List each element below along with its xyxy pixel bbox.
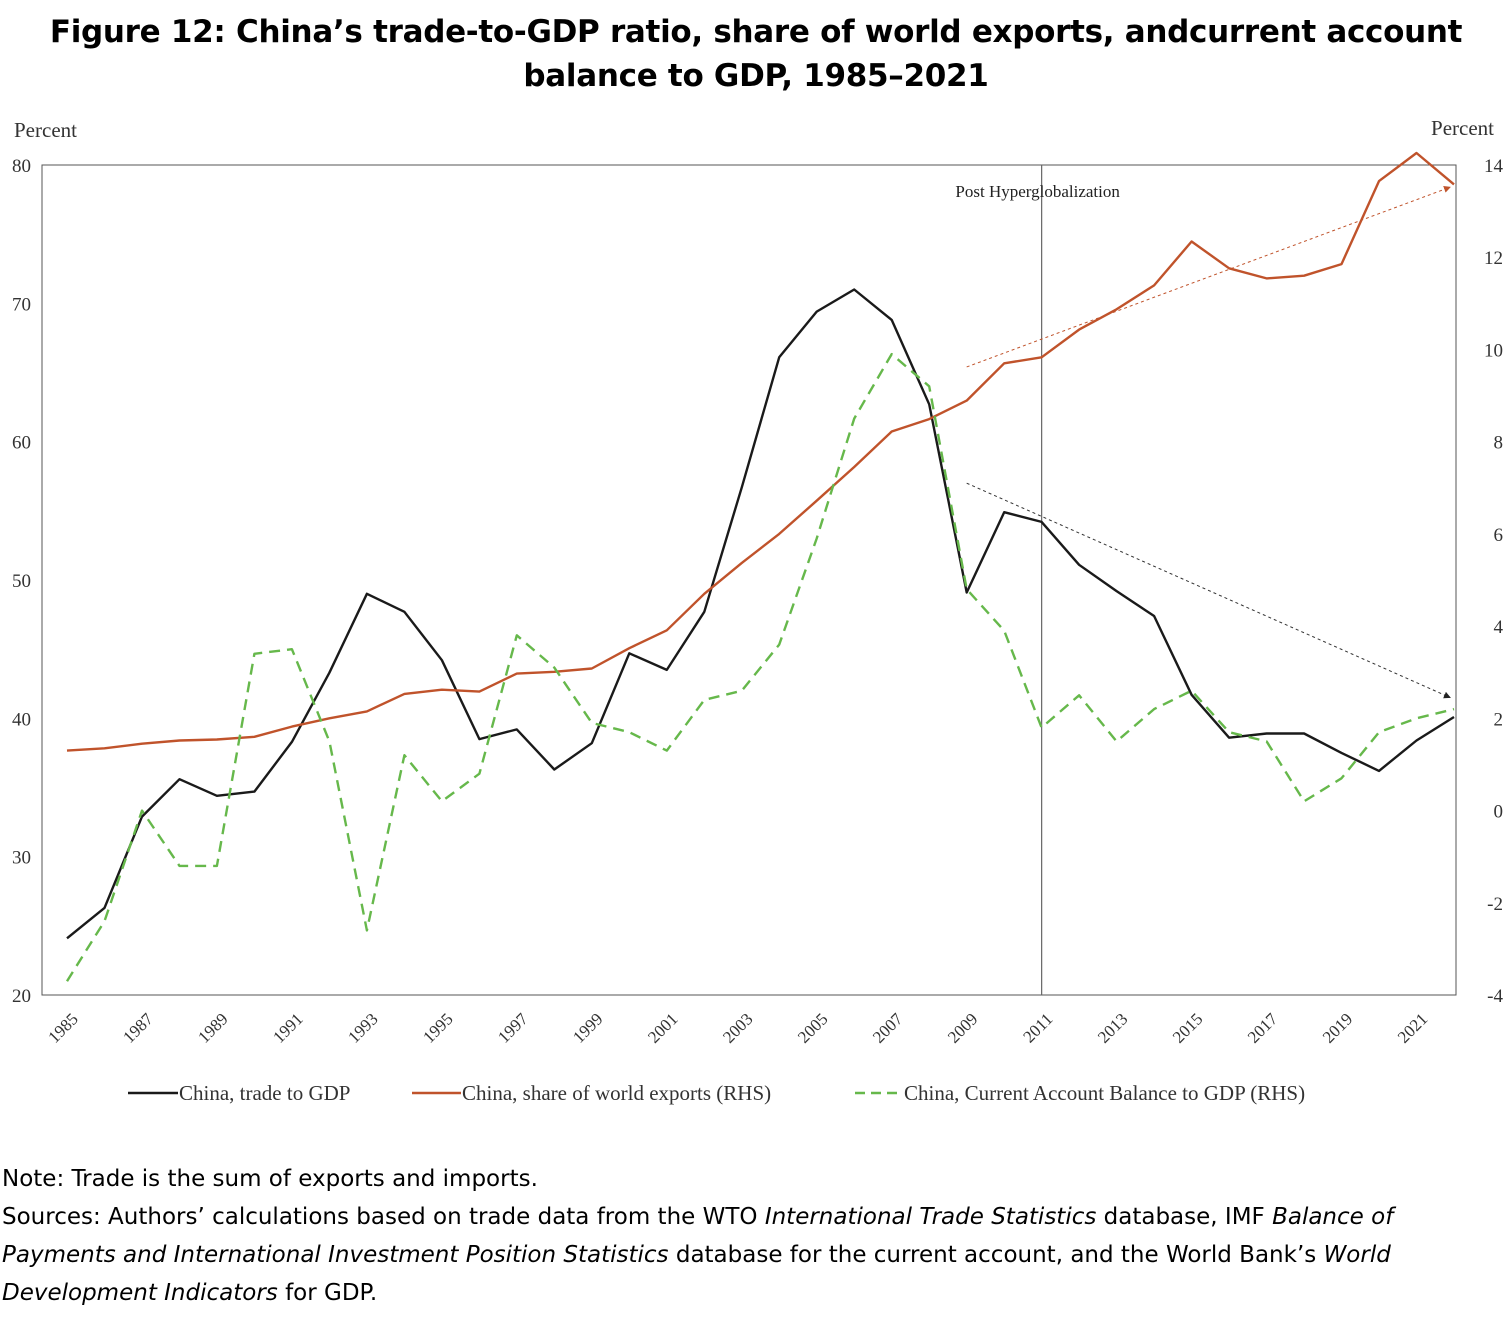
note-text: Note: Trade is the sum of exports and im… <box>2 1166 538 1192</box>
left-y-tick-label: 50 <box>12 571 31 592</box>
axes: 20 30 40 50 60 70 80 -4 -2 0 2 4 6 8 10 12 14 1985 1987 198… <box>12 156 1504 1047</box>
right-axis-label: Percent <box>1431 116 1494 140</box>
x-tick-label: 1991 <box>269 1009 306 1046</box>
line-chart: Percent Percent 20 30 40 50 60 70 80 -4 -2 0 2 4 6 8 1… <box>12 116 1504 1105</box>
x-tick-label: 1995 <box>419 1009 456 1046</box>
post-hyperglobalization-label: Post Hyperglobalization <box>955 182 1120 201</box>
legend-label-2: China, Current Account Balance to GDP (R… <box>904 1081 1305 1105</box>
left-y-tick-label: 20 <box>12 986 31 1007</box>
x-tick-label: 2011 <box>1019 1009 1056 1046</box>
sources-part: Sources: Authors’ calculations based on … <box>2 1204 765 1230</box>
sources-part: database for the current account, and th… <box>668 1242 1324 1268</box>
x-tick-label: 2009 <box>944 1009 981 1046</box>
left-y-tick-label: 70 <box>12 294 31 315</box>
x-tick-label: 1993 <box>344 1009 381 1046</box>
upward-trend-arrow <box>966 186 1451 368</box>
left-axis-label: Percent <box>14 118 77 142</box>
left-y-tick-label: 40 <box>12 709 31 730</box>
x-tick-label: 2015 <box>1169 1009 1206 1046</box>
x-tick-label: 2017 <box>1244 1009 1282 1047</box>
right-y-tick-label: 2 <box>1494 709 1504 730</box>
x-tick-label: 1985 <box>44 1009 81 1046</box>
sources-part: database, IMF <box>1096 1204 1273 1230</box>
x-tick-label: 1997 <box>494 1009 532 1047</box>
x-tick-label: 1987 <box>119 1009 157 1047</box>
annotations: Post Hyperglobalization <box>955 165 1451 995</box>
sources-text: Sources: Authors’ calculations based on … <box>2 1198 1502 1312</box>
legend-label-1: China, share of world exports (RHS) <box>462 1081 771 1105</box>
plot-area <box>41 164 1457 996</box>
series-line-2 <box>65 352 1455 982</box>
right-y-tick-label: 12 <box>1484 248 1503 269</box>
sources-part: for GDP. <box>277 1280 378 1306</box>
x-tick-label: 2021 <box>1394 1009 1431 1046</box>
x-tick-label: 2013 <box>1094 1009 1131 1046</box>
right-y-tick-label: 8 <box>1494 433 1504 454</box>
downward-trend-arrow <box>966 482 1451 699</box>
right-y-tick-label: 6 <box>1494 525 1504 546</box>
series-line-1 <box>66 151 1455 752</box>
sources-part: International Trade Statistics <box>764 1204 1097 1230</box>
chart-title: Figure 12: China’s trade-to-GDP ratio, s… <box>49 14 1463 94</box>
right-y-tick-label: -2 <box>1487 894 1503 915</box>
x-tick-label: 2005 <box>794 1009 831 1046</box>
x-tick-label: 2007 <box>869 1009 907 1047</box>
series-line-0 <box>66 288 1455 940</box>
right-y-tick-label: 4 <box>1494 617 1504 638</box>
sources-part: World Development Indicators <box>2 1242 1391 1306</box>
x-tick-label: 2001 <box>644 1009 681 1046</box>
left-y-tick-label: 80 <box>12 156 31 177</box>
left-y-tick-label: 30 <box>12 848 31 869</box>
right-y-tick-label: 10 <box>1484 340 1503 361</box>
right-y-tick-label: 14 <box>1484 156 1504 177</box>
left-y-tick-label: 60 <box>12 433 31 454</box>
notes: Note: Trade is the sum of exports and im… <box>2 1160 1502 1312</box>
right-y-tick-label: -4 <box>1487 986 1503 1007</box>
right-y-tick-label: 0 <box>1494 802 1504 823</box>
x-tick-label: 1999 <box>569 1009 606 1046</box>
legend-label-0: China, trade to GDP <box>179 1081 350 1105</box>
x-tick-label: 2003 <box>719 1009 756 1046</box>
x-tick-label: 1989 <box>194 1009 231 1046</box>
x-tick-label: 2019 <box>1319 1009 1356 1046</box>
legend: China, trade to GDP China, share of world… <box>128 1081 1305 1105</box>
sources-part: Balance of Payments and International In… <box>2 1204 1394 1268</box>
series <box>65 151 1455 982</box>
